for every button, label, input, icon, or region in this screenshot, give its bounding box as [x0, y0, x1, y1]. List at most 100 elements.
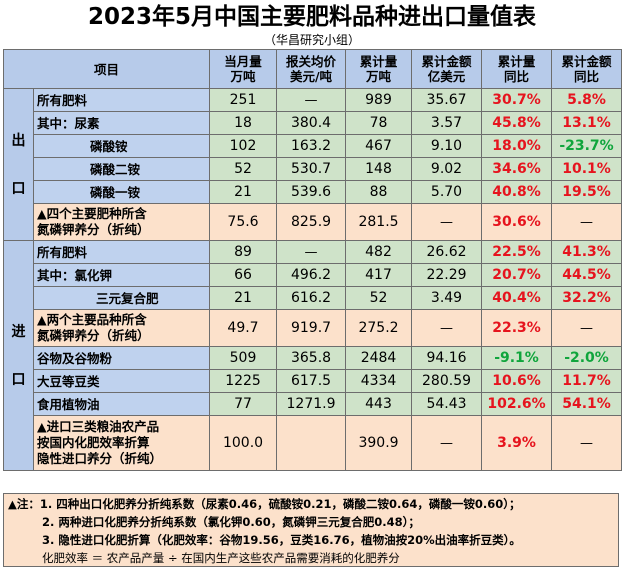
cell-amount: 94.16 [411, 346, 483, 370]
cell-monthly: 251 [209, 88, 278, 112]
cell-cum: 989 [345, 88, 413, 112]
import-section-label: 进 口 [3, 240, 34, 471]
cell-cum-yoy: 20.7% [481, 263, 553, 287]
header-row: 项目 当月量 万吨 报关均价 美元/吨 累计量 万吨 累计金额 亿美元 累计量 … [2, 49, 623, 89]
table-row: 大豆等豆类 1225 617.5 4334 280.59 10.6% 11.7% [4, 369, 623, 393]
row-name: 磷酸铵 [32, 134, 211, 158]
cell-amount: 3.49 [411, 286, 483, 310]
cell-cum: 52 [345, 286, 413, 310]
cell-monthly: 89 [209, 240, 278, 264]
cell-cum: 417 [345, 263, 413, 287]
cell-cum: 443 [345, 392, 413, 416]
cell-price: 616.2 [276, 286, 347, 310]
row-name: 食用植物油 [32, 392, 211, 416]
cell-amount: 9.02 [411, 157, 483, 181]
cell-cum-yoy: 34.6% [481, 157, 553, 181]
header-amt-yoy: 累计金额 同比 [551, 49, 623, 89]
cell-amt-yoy: — [551, 203, 623, 241]
cell-monthly: 66 [209, 263, 278, 287]
cell-amount: — [411, 415, 483, 471]
cell-price: 539.6 [276, 180, 347, 204]
cell-monthly: 77 [209, 392, 278, 416]
cell-price: 825.9 [276, 203, 347, 241]
table-row: 其中：氯化钾 66 496.2 417 22.29 20.7% 44.5% [4, 263, 623, 287]
note-line-3: 3. 隐性进口化肥折算（化肥效率：谷物19.56，豆类16.76，植物油按20%… [42, 533, 521, 547]
cell-price [276, 415, 347, 471]
cell-cum-yoy: 40.4% [481, 286, 553, 310]
table-row: 出 口所有肥料 251—989 35.67 30.7% 5.8% [3, 88, 623, 241]
cell-cum-yoy: 3.9% [481, 415, 553, 471]
table-row: 磷酸铵 102 163.2 467 9.10 18.0% -23.7% [4, 134, 623, 158]
cell-price: 496.2 [276, 263, 347, 287]
cell-monthly: 21 [209, 286, 278, 310]
cell-amount: — [411, 203, 483, 241]
cell-cum-yoy: 30.6% [481, 203, 553, 241]
cell-cum: 390.9 [345, 415, 413, 471]
cell-cum-yoy: 18.0% [481, 134, 553, 158]
cell-amt-yoy: 32.2% [551, 286, 623, 310]
cell-cum: 275.2 [345, 309, 413, 347]
note-line-4: 化肥效率 ＝ 农产品产量 ÷ 在国内生产这些农产品需要消耗的化肥养分 [42, 551, 400, 565]
cell-price: 380.4 [276, 111, 347, 135]
cell-monthly: 102 [209, 134, 278, 158]
cell-amount: 3.57 [411, 111, 483, 135]
fertilizer-trade-table: 项目 当月量 万吨 报关均价 美元/吨 累计量 万吨 累计金额 亿美元 累计量 … [2, 49, 623, 471]
cell-cum: 281.5 [345, 203, 413, 241]
table-row: ▲进口三类粮油农产品 按国内化肥效率折算 隐性进口养分（折纯） 100.0 390.… [4, 415, 623, 471]
cell-amount: 54.43 [411, 392, 483, 416]
cell-price: 530.7 [276, 157, 347, 181]
note-line-2: 2. 两种进口化肥养分折纯系数（氯化钾0.60，氮磷钾三元复合肥0.48）； [42, 515, 420, 529]
cell-cum: 148 [345, 157, 413, 181]
cell-cum: 88 [345, 180, 413, 204]
row-name: 谷物及谷物粉 [32, 346, 211, 370]
header-item: 项目 [2, 49, 211, 89]
cell-cum-yoy: 45.8% [481, 111, 553, 135]
cell-cum: 482 [345, 240, 413, 264]
table-row: 其中：尿素 18 380.4 78 3.57 45.8% 13.1% [4, 111, 623, 135]
table-row: ▲四个主要肥种所含 氮磷钾养分（折纯） 75.6 825.9 281.5—30.6% — [4, 203, 623, 241]
cell-cum-yoy: 30.7% [481, 88, 553, 112]
row-name: ▲进口三类粮油农产品 按国内化肥效率折算 隐性进口养分（折纯） [32, 415, 211, 471]
table-row: 进 口所有肥料 89—482 26.62 22.5% 41.3% [3, 240, 623, 471]
cell-cum-yoy: 22.5% [481, 240, 553, 264]
cell-amt-yoy: — [551, 415, 623, 471]
cell-amt-yoy: 10.1% [551, 157, 623, 181]
cell-amount: 5.70 [411, 180, 483, 204]
cell-monthly: 75.6 [209, 203, 278, 241]
cell-amt-yoy: -2.0% [551, 346, 623, 370]
cell-price: 365.8 [276, 346, 347, 370]
page-title: 2023年5月中国主要肥料品种进出口量值表 [87, 4, 537, 30]
row-name: ▲两个主要品种所含 氮磷钾养分（折纯） [32, 309, 211, 347]
cell-amt-yoy: 5.8% [551, 88, 623, 112]
cell-amt-yoy: 11.7% [551, 369, 623, 393]
cell-price: 617.5 [276, 369, 347, 393]
cell-amt-yoy: 13.1% [551, 111, 623, 135]
cell-amount: — [411, 309, 483, 347]
table-body: 项目 当月量 万吨 报关均价 美元/吨 累计量 万吨 累计金额 亿美元 累计量 … [2, 49, 623, 471]
cell-monthly: 18 [209, 111, 278, 135]
cell-cum: 78 [345, 111, 413, 135]
row-name: ▲四个主要肥种所含 氮磷钾养分（折纯） [32, 203, 211, 241]
note-line-1: ▲注：1. 四种出口化肥养分折纯系数（尿素0.46，硫酸铵0.21，磷酸二铵0.… [8, 497, 521, 511]
cell-amt-yoy: 41.3% [551, 240, 623, 264]
cell-amount: 22.29 [411, 263, 483, 287]
notes-box: ▲注：1. 四种出口化肥养分折纯系数（尿素0.46，硫酸铵0.21，磷酸二铵0.… [3, 493, 619, 567]
cell-amt-yoy: 19.5% [551, 180, 623, 204]
cell-amt-yoy: 44.5% [551, 263, 623, 287]
header-price: 报关均价 美元/吨 [276, 49, 347, 89]
cell-cum-yoy: 40.8% [481, 180, 553, 204]
cell-monthly: 49.7 [209, 309, 278, 347]
header-cum-yoy: 累计量 同比 [481, 49, 553, 89]
cell-amt-yoy: — [551, 309, 623, 347]
row-name: 磷酸二铵 [32, 157, 211, 181]
cell-monthly: 509 [209, 346, 278, 370]
cell-monthly: 100.0 [209, 415, 278, 471]
cell-price: 1271.9 [276, 392, 347, 416]
row-name: 磷酸一铵 [32, 180, 211, 204]
cell-cum-yoy: 22.3% [481, 309, 553, 347]
cell-cum: 4334 [345, 369, 413, 393]
cell-amount: 280.59 [411, 369, 483, 393]
cell-amount: 9.10 [411, 134, 483, 158]
row-name: 大豆等豆类 [32, 369, 211, 393]
cell-cum: 2484 [345, 346, 413, 370]
